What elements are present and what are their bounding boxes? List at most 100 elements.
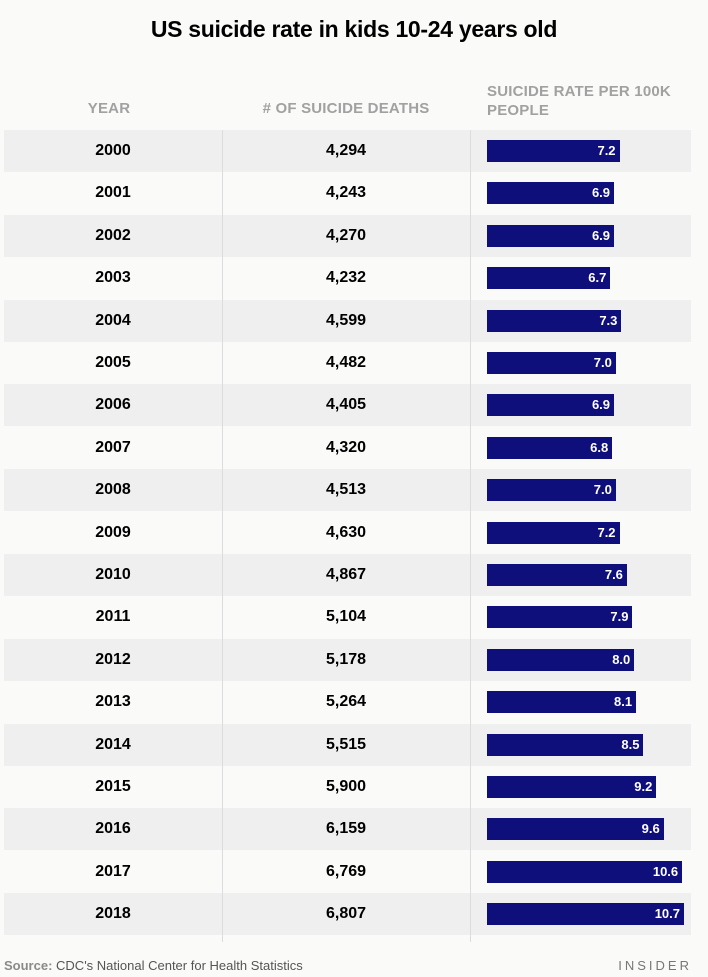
rate-bar: [487, 776, 657, 798]
year-cell: 2010: [95, 566, 131, 583]
table-row: 2015 5,900 9.2: [4, 766, 691, 808]
rate-bar: [487, 818, 664, 841]
rate-label: 6.9: [591, 185, 611, 201]
rate-label: 8.5: [621, 736, 640, 752]
year-cell: 2009: [95, 523, 131, 541]
rate-label: 7.0: [593, 355, 612, 370]
table-row: 2006 4,405 6.9: [4, 384, 691, 427]
table-row: 2002 4,270 6.9: [4, 214, 691, 257]
rate-bar: [487, 182, 615, 205]
deaths-cell: 4,513: [325, 481, 367, 499]
deaths-cell: 4,482: [325, 354, 367, 371]
table-row: 2018 6,807 10.7: [4, 893, 691, 936]
year-cell: 2013: [95, 693, 131, 711]
rate-bar: [487, 479, 616, 502]
deaths-cell: 4,243: [325, 184, 367, 202]
rate-label: 6.9: [591, 227, 611, 243]
deaths-cell: 5,900: [325, 778, 367, 795]
table-row: 2016 6,159 9.6: [4, 808, 691, 851]
rate-bar: [487, 521, 620, 544]
year-cell: 2016: [95, 820, 131, 838]
deaths-cell: 4,405: [325, 396, 367, 414]
year-cell: 2002: [95, 226, 131, 244]
deaths-cell: 4,270: [325, 226, 367, 244]
rate-label: 8.1: [614, 694, 633, 710]
rate-label: 7.6: [604, 567, 623, 582]
deaths-cell: 4,599: [325, 311, 367, 329]
deaths-cell: 4,630: [325, 523, 367, 541]
year-cell: 2012: [95, 650, 131, 668]
table-row: 2000 4,294 7.2: [4, 130, 691, 172]
rate-bar: [487, 352, 616, 374]
rate-label: 10.7: [654, 906, 680, 922]
deaths-cell: 6,807: [325, 905, 367, 923]
rate-bar: [487, 733, 644, 756]
deaths-cell: 4,294: [325, 142, 367, 159]
table-row: 2004 4,599 7.3: [4, 299, 691, 342]
table-row: 2014 5,515 8.5: [4, 723, 691, 766]
column-header-rate: SUICIDE RATE PER 100K PEOPLE: [487, 83, 671, 119]
rate-bar: [487, 648, 635, 671]
year-cell: 2008: [95, 481, 131, 499]
rate-bar: [487, 691, 637, 714]
source-text: CDC's National Center for Health Statist…: [56, 958, 303, 973]
rate-label: 10.6: [652, 863, 679, 879]
rate-bar: [487, 860, 683, 883]
year-cell: 2004: [95, 311, 131, 329]
table-row: 2009 4,630 7.2: [4, 511, 691, 554]
table-row: 2011 5,104 7.9: [4, 596, 691, 639]
rate-label: 6.7: [588, 270, 607, 286]
table-row: 2003 4,232 6.7: [4, 257, 691, 300]
year-cell: 2005: [95, 354, 131, 371]
year-cell: 2006: [95, 396, 131, 414]
year-cell: 2017: [95, 862, 131, 880]
rate-label: 6.8: [590, 439, 609, 455]
rate-bar: [487, 309, 622, 332]
column-divider-2: [470, 130, 471, 942]
deaths-cell: 6,769: [325, 862, 367, 880]
table-row: 2001 4,243 6.9: [4, 172, 691, 215]
year-cell: 2018: [95, 905, 131, 923]
rate-bar: [487, 436, 613, 459]
deaths-cell: 5,104: [325, 608, 367, 626]
rate-bar: [487, 903, 684, 926]
rate-label: 7.0: [593, 482, 612, 498]
year-cell: 2014: [95, 735, 131, 753]
table-row: 2017 6,769 10.6: [4, 850, 691, 893]
rate-label: 7.2: [597, 524, 616, 540]
year-cell: 2011: [95, 608, 131, 626]
deaths-cell: 4,320: [325, 438, 367, 456]
table-row: 2007 4,320 6.8: [4, 426, 691, 469]
rate-bar: [487, 394, 615, 417]
rate-bar: [487, 267, 611, 290]
table-row: 2008 4,513 7.0: [4, 469, 691, 512]
year-cell: 2015: [95, 778, 131, 795]
rate-label: 7.2: [597, 143, 616, 158]
rate-label: 9.2: [634, 779, 653, 794]
brand-logo: INSIDER: [618, 958, 692, 973]
deaths-cell: 4,867: [325, 566, 367, 583]
deaths-cell: 4,232: [325, 269, 367, 287]
rate-label: 9.6: [641, 821, 660, 837]
rate-label: 6.9: [591, 397, 611, 413]
deaths-cell: 5,515: [325, 735, 367, 753]
year-cell: 2003: [95, 269, 131, 287]
deaths-cell: 5,264: [325, 693, 367, 711]
rate-label: 8.0: [612, 651, 631, 667]
year-cell: 2000: [95, 142, 131, 159]
column-header-deaths: # OF SUICIDE DEATHS: [262, 100, 430, 117]
rate-label: 7.3: [599, 312, 618, 328]
source-label: Source:: [4, 958, 53, 973]
table-row: 2010 4,867 7.6: [4, 554, 691, 596]
source-note: Source: CDC's National Center for Health…: [4, 958, 303, 973]
rate-bar: [487, 606, 633, 629]
deaths-cell: 6,159: [325, 820, 367, 838]
year-cell: 2007: [95, 438, 131, 456]
rate-bar: [487, 564, 627, 586]
year-cell: 2001: [95, 184, 131, 202]
rate-bar: [487, 224, 615, 247]
table-row: 2013 5,264 8.1: [4, 681, 691, 724]
rate-label: 7.9: [610, 609, 629, 625]
table-row: 2012 5,178 8.0: [4, 638, 691, 681]
chart-title: US suicide rate in kids 10-24 years old: [150, 16, 558, 42]
